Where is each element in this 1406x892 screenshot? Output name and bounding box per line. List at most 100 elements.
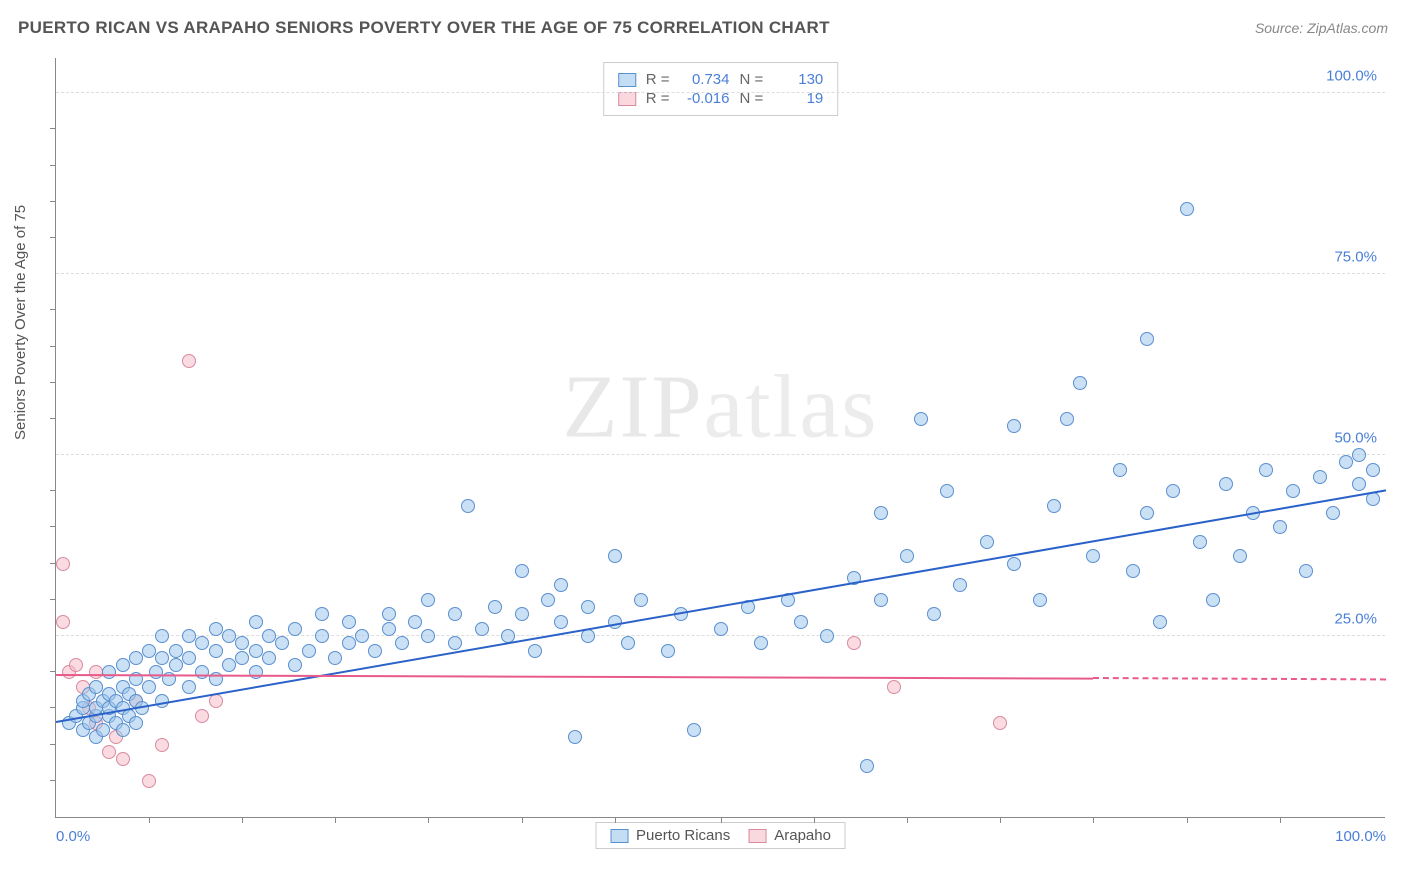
data-point (860, 759, 874, 773)
data-point (288, 658, 302, 672)
data-point (149, 665, 163, 679)
data-point (342, 636, 356, 650)
data-point (953, 578, 967, 592)
legend-item: Arapaho (748, 827, 831, 844)
data-point (1299, 564, 1313, 578)
gridline (56, 454, 1385, 455)
data-point (102, 745, 116, 759)
legend-label-b: Arapaho (774, 827, 831, 844)
swatch-series-a-icon (618, 73, 636, 87)
data-point (116, 723, 130, 737)
data-point (488, 600, 502, 614)
data-point (1219, 477, 1233, 491)
data-point (275, 636, 289, 650)
xtick (1187, 817, 1188, 823)
data-point (182, 680, 196, 694)
data-point (315, 629, 329, 643)
ytick (50, 490, 56, 491)
data-point (1007, 557, 1021, 571)
xtick (814, 817, 815, 823)
data-point (1366, 463, 1380, 477)
data-point (129, 716, 143, 730)
legend-item: Puerto Ricans (610, 827, 730, 844)
data-point (355, 629, 369, 643)
trend-line-dashed (1093, 677, 1386, 680)
data-point (874, 506, 888, 520)
ytick (50, 165, 56, 166)
ytick (50, 671, 56, 672)
data-point (262, 651, 276, 665)
ytick (50, 418, 56, 419)
xtick (522, 817, 523, 823)
source-attribution: Source: ZipAtlas.com (1255, 20, 1388, 36)
ytick-label: 75.0% (1334, 249, 1377, 266)
legend-stats: R = 0.734 N = 130 R = -0.016 N = 19 (603, 62, 839, 116)
data-point (515, 607, 529, 621)
data-point (1326, 506, 1340, 520)
ytick (50, 237, 56, 238)
data-point (195, 636, 209, 650)
ytick (50, 382, 56, 383)
data-point (687, 723, 701, 737)
data-point (408, 615, 422, 629)
swatch-series-a-icon (610, 829, 628, 843)
ytick-label: 50.0% (1334, 430, 1377, 447)
ytick (50, 201, 56, 202)
data-point (847, 636, 861, 650)
xtick (615, 817, 616, 823)
data-point (541, 593, 555, 607)
ytick (50, 526, 56, 527)
data-point (475, 622, 489, 636)
xtick (149, 817, 150, 823)
data-point (155, 651, 169, 665)
data-point (195, 709, 209, 723)
chart-title: PUERTO RICAN VS ARAPAHO SENIORS POVERTY … (18, 18, 830, 38)
data-point (315, 607, 329, 621)
data-point (1206, 593, 1220, 607)
y-axis-label: Seniors Poverty Over the Age of 75 (12, 205, 29, 440)
plot-area: ZIPatlas R = 0.734 N = 130 R = -0.016 N … (55, 58, 1385, 818)
xtick (721, 817, 722, 823)
data-point (382, 607, 396, 621)
data-point (634, 593, 648, 607)
data-point (1286, 484, 1300, 498)
data-point (182, 651, 196, 665)
legend-n-value-a: 130 (773, 71, 823, 88)
legend-r-value-a: 0.734 (680, 71, 730, 88)
data-point (874, 593, 888, 607)
legend-n-label: N = (740, 71, 764, 88)
data-point (448, 607, 462, 621)
xtick (242, 817, 243, 823)
data-point (102, 665, 116, 679)
data-point (1113, 463, 1127, 477)
data-point (195, 665, 209, 679)
data-point (222, 629, 236, 643)
data-point (528, 644, 542, 658)
data-point (1060, 412, 1074, 426)
data-point (249, 665, 263, 679)
data-point (940, 484, 954, 498)
data-point (116, 658, 130, 672)
watermark-light: atlas (704, 358, 879, 457)
data-point (900, 549, 914, 563)
data-point (887, 680, 901, 694)
ytick-label: 25.0% (1334, 611, 1377, 628)
ytick (50, 128, 56, 129)
data-point (249, 644, 263, 658)
data-point (235, 636, 249, 650)
data-point (554, 578, 568, 592)
data-point (581, 600, 595, 614)
data-point (1140, 506, 1154, 520)
data-point (554, 615, 568, 629)
data-point (1126, 564, 1140, 578)
data-point (222, 658, 236, 672)
data-point (1180, 202, 1194, 216)
data-point (155, 629, 169, 643)
data-point (56, 557, 70, 571)
data-point (1352, 448, 1366, 462)
data-point (1007, 419, 1021, 433)
gridline (56, 273, 1385, 274)
data-point (169, 644, 183, 658)
data-point (1166, 484, 1180, 498)
data-point (714, 622, 728, 636)
